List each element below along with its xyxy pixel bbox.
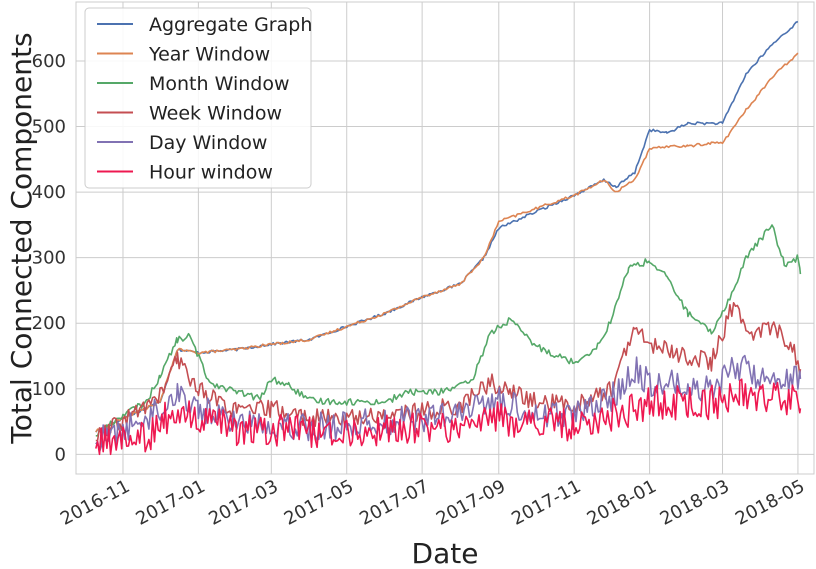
series-line-week-window [95, 302, 802, 442]
y-tick-label: 100 [32, 379, 66, 400]
series-line-hour-window [95, 378, 802, 456]
series-lines [95, 20, 802, 456]
legend-box [84, 7, 312, 189]
series-line-year-window [95, 52, 799, 433]
legend-entry: Aggregate Graph [149, 14, 312, 36]
y-tick-label: 600 [32, 51, 66, 72]
legend-entry: Year Window [148, 44, 270, 66]
y-tick-label: 200 [32, 313, 66, 334]
y-tick-label: 0 [55, 444, 66, 465]
legend: Aggregate Graph Year Window Month Window We… [84, 7, 312, 189]
y-tick-label: 300 [32, 248, 66, 269]
legend-entry: Hour window [149, 162, 273, 184]
x-axis-label: Date [412, 537, 479, 569]
y-tick-label: 500 [32, 117, 66, 138]
y-tick-label: 400 [32, 182, 66, 203]
series-line-month-window [95, 224, 802, 437]
legend-entry: Week Window [149, 103, 282, 125]
plot-frame [75, 1, 815, 475]
legend-entry: Day Window [149, 132, 267, 154]
y-tick-labels: 0 100 200 300 400 500 600 [32, 51, 66, 465]
y-axis-label: Total Connected Components [5, 32, 38, 444]
legend-entry: Month Window [149, 73, 290, 95]
